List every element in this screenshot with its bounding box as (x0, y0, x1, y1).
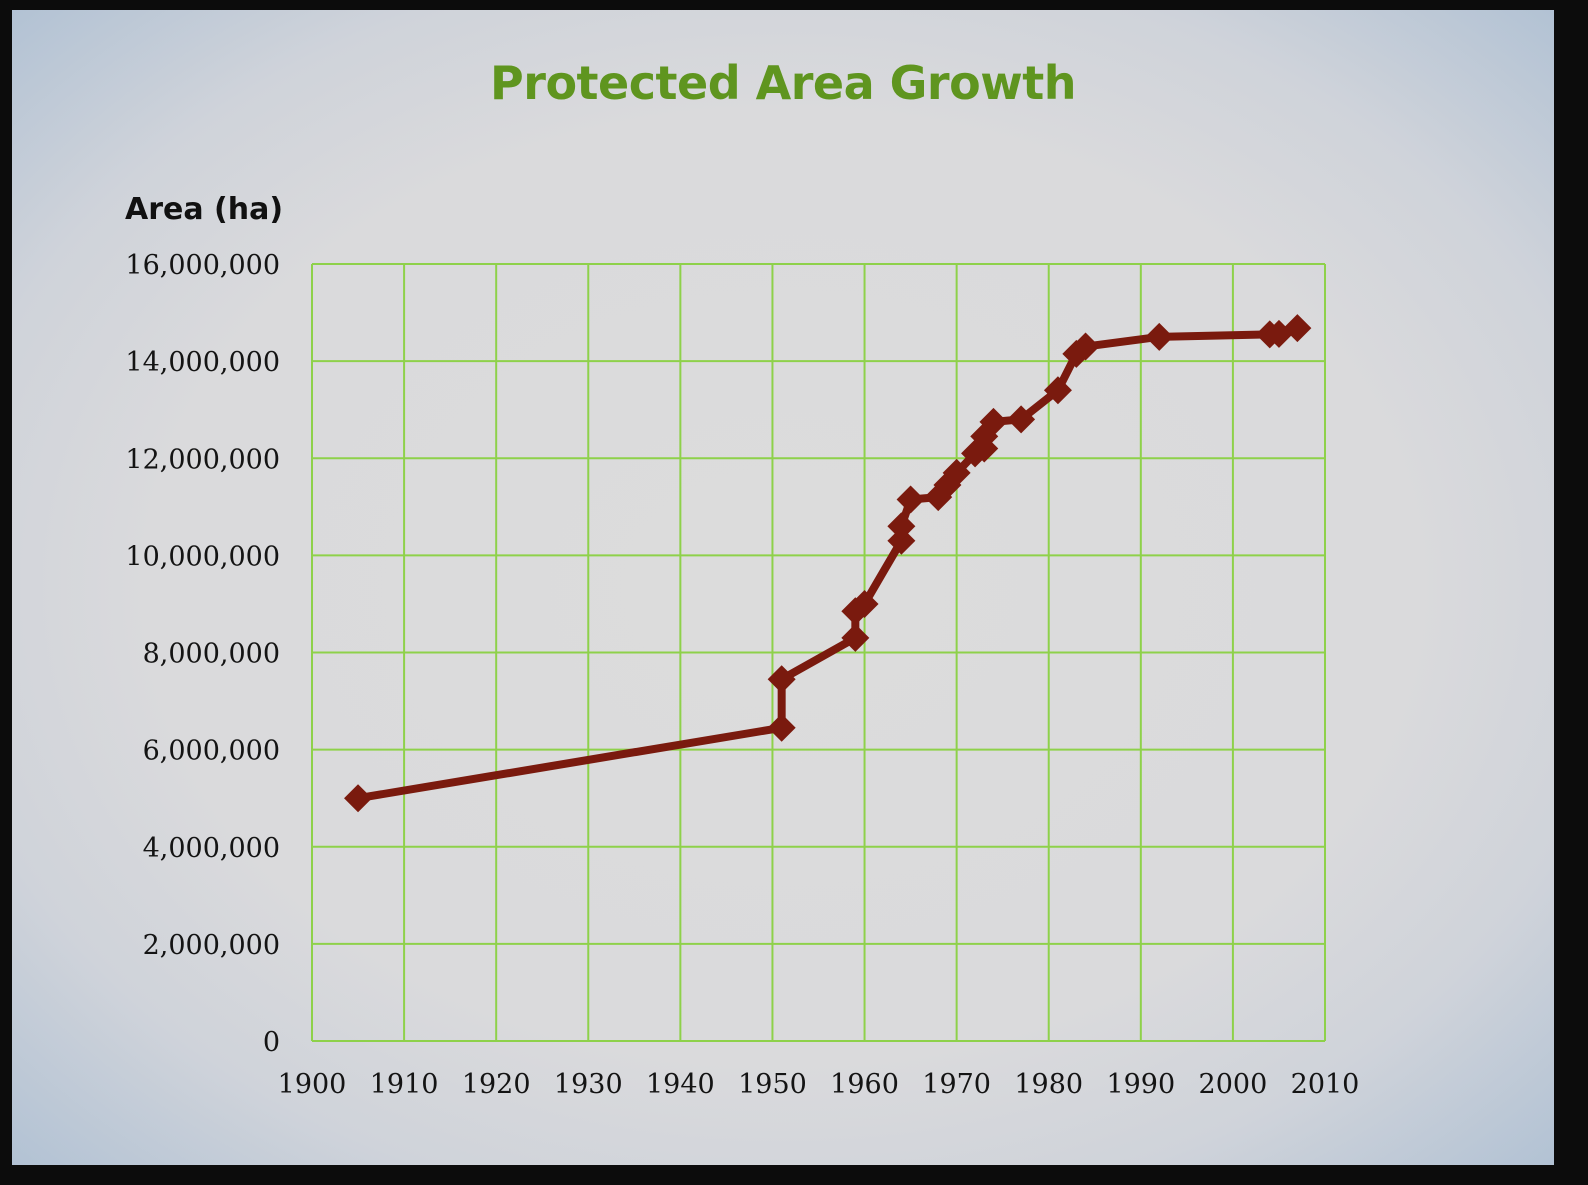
data-series (344, 314, 1312, 813)
x-tick-label: 1900 (278, 1069, 347, 1100)
y-axis-label: Area (ha) (125, 192, 284, 227)
data-point-marker (887, 512, 916, 541)
x-tick-label: 1970 (922, 1069, 991, 1100)
data-point-marker (979, 407, 1008, 436)
x-tick-label: 1960 (830, 1069, 899, 1100)
y-axis-ticks: 0 2,000,000 4,000,000 6,000,000 8,000,000 10,… (125, 250, 280, 1058)
data-point-marker (1071, 332, 1100, 361)
x-tick-label: 1980 (1014, 1069, 1083, 1100)
chart-title: Protected Area Growth (490, 56, 1076, 110)
x-tick-label: 2010 (1291, 1069, 1360, 1100)
chart-grid (311, 263, 1326, 1042)
y-tick-label: 14,000,000 (125, 347, 280, 378)
y-tick-label: 6,000,000 (143, 736, 280, 767)
y-tick-label: 2,000,000 (143, 930, 280, 961)
x-tick-label: 1910 (370, 1069, 439, 1100)
data-point-marker (767, 713, 796, 742)
y-tick-label: 12,000,000 (125, 444, 280, 475)
data-point-marker (1007, 405, 1036, 434)
x-axis-ticks: 1900 1910 1920 1930 1940 1950 1960 1970 1980 1990… (278, 1069, 1360, 1100)
slide-background: Protected Area Growth Area (ha) (12, 10, 1554, 1165)
data-point-marker (841, 623, 870, 652)
y-tick-label: 8,000,000 (143, 639, 280, 670)
y-tick-label: 0 (263, 1027, 280, 1058)
x-tick-label: 1950 (738, 1069, 807, 1100)
y-tick-label: 10,000,000 (125, 541, 280, 572)
data-point-marker (850, 589, 879, 618)
series-line (354, 324, 1302, 803)
data-point-marker (942, 458, 971, 487)
y-tick-label: 16,000,000 (125, 250, 280, 281)
x-tick-label: 2000 (1199, 1069, 1268, 1100)
data-point-marker (767, 665, 796, 694)
x-tick-label: 1930 (554, 1069, 623, 1100)
x-tick-label: 1920 (462, 1069, 531, 1100)
data-point-marker (344, 784, 373, 813)
data-point-marker (1043, 376, 1072, 405)
data-point-marker (1283, 314, 1312, 343)
data-point-marker (887, 526, 916, 555)
y-tick-label: 4,000,000 (143, 833, 280, 864)
x-tick-label: 1990 (1106, 1069, 1175, 1100)
data-point-marker (896, 485, 925, 514)
x-tick-label: 1940 (646, 1069, 715, 1100)
data-point-marker (1145, 322, 1174, 351)
